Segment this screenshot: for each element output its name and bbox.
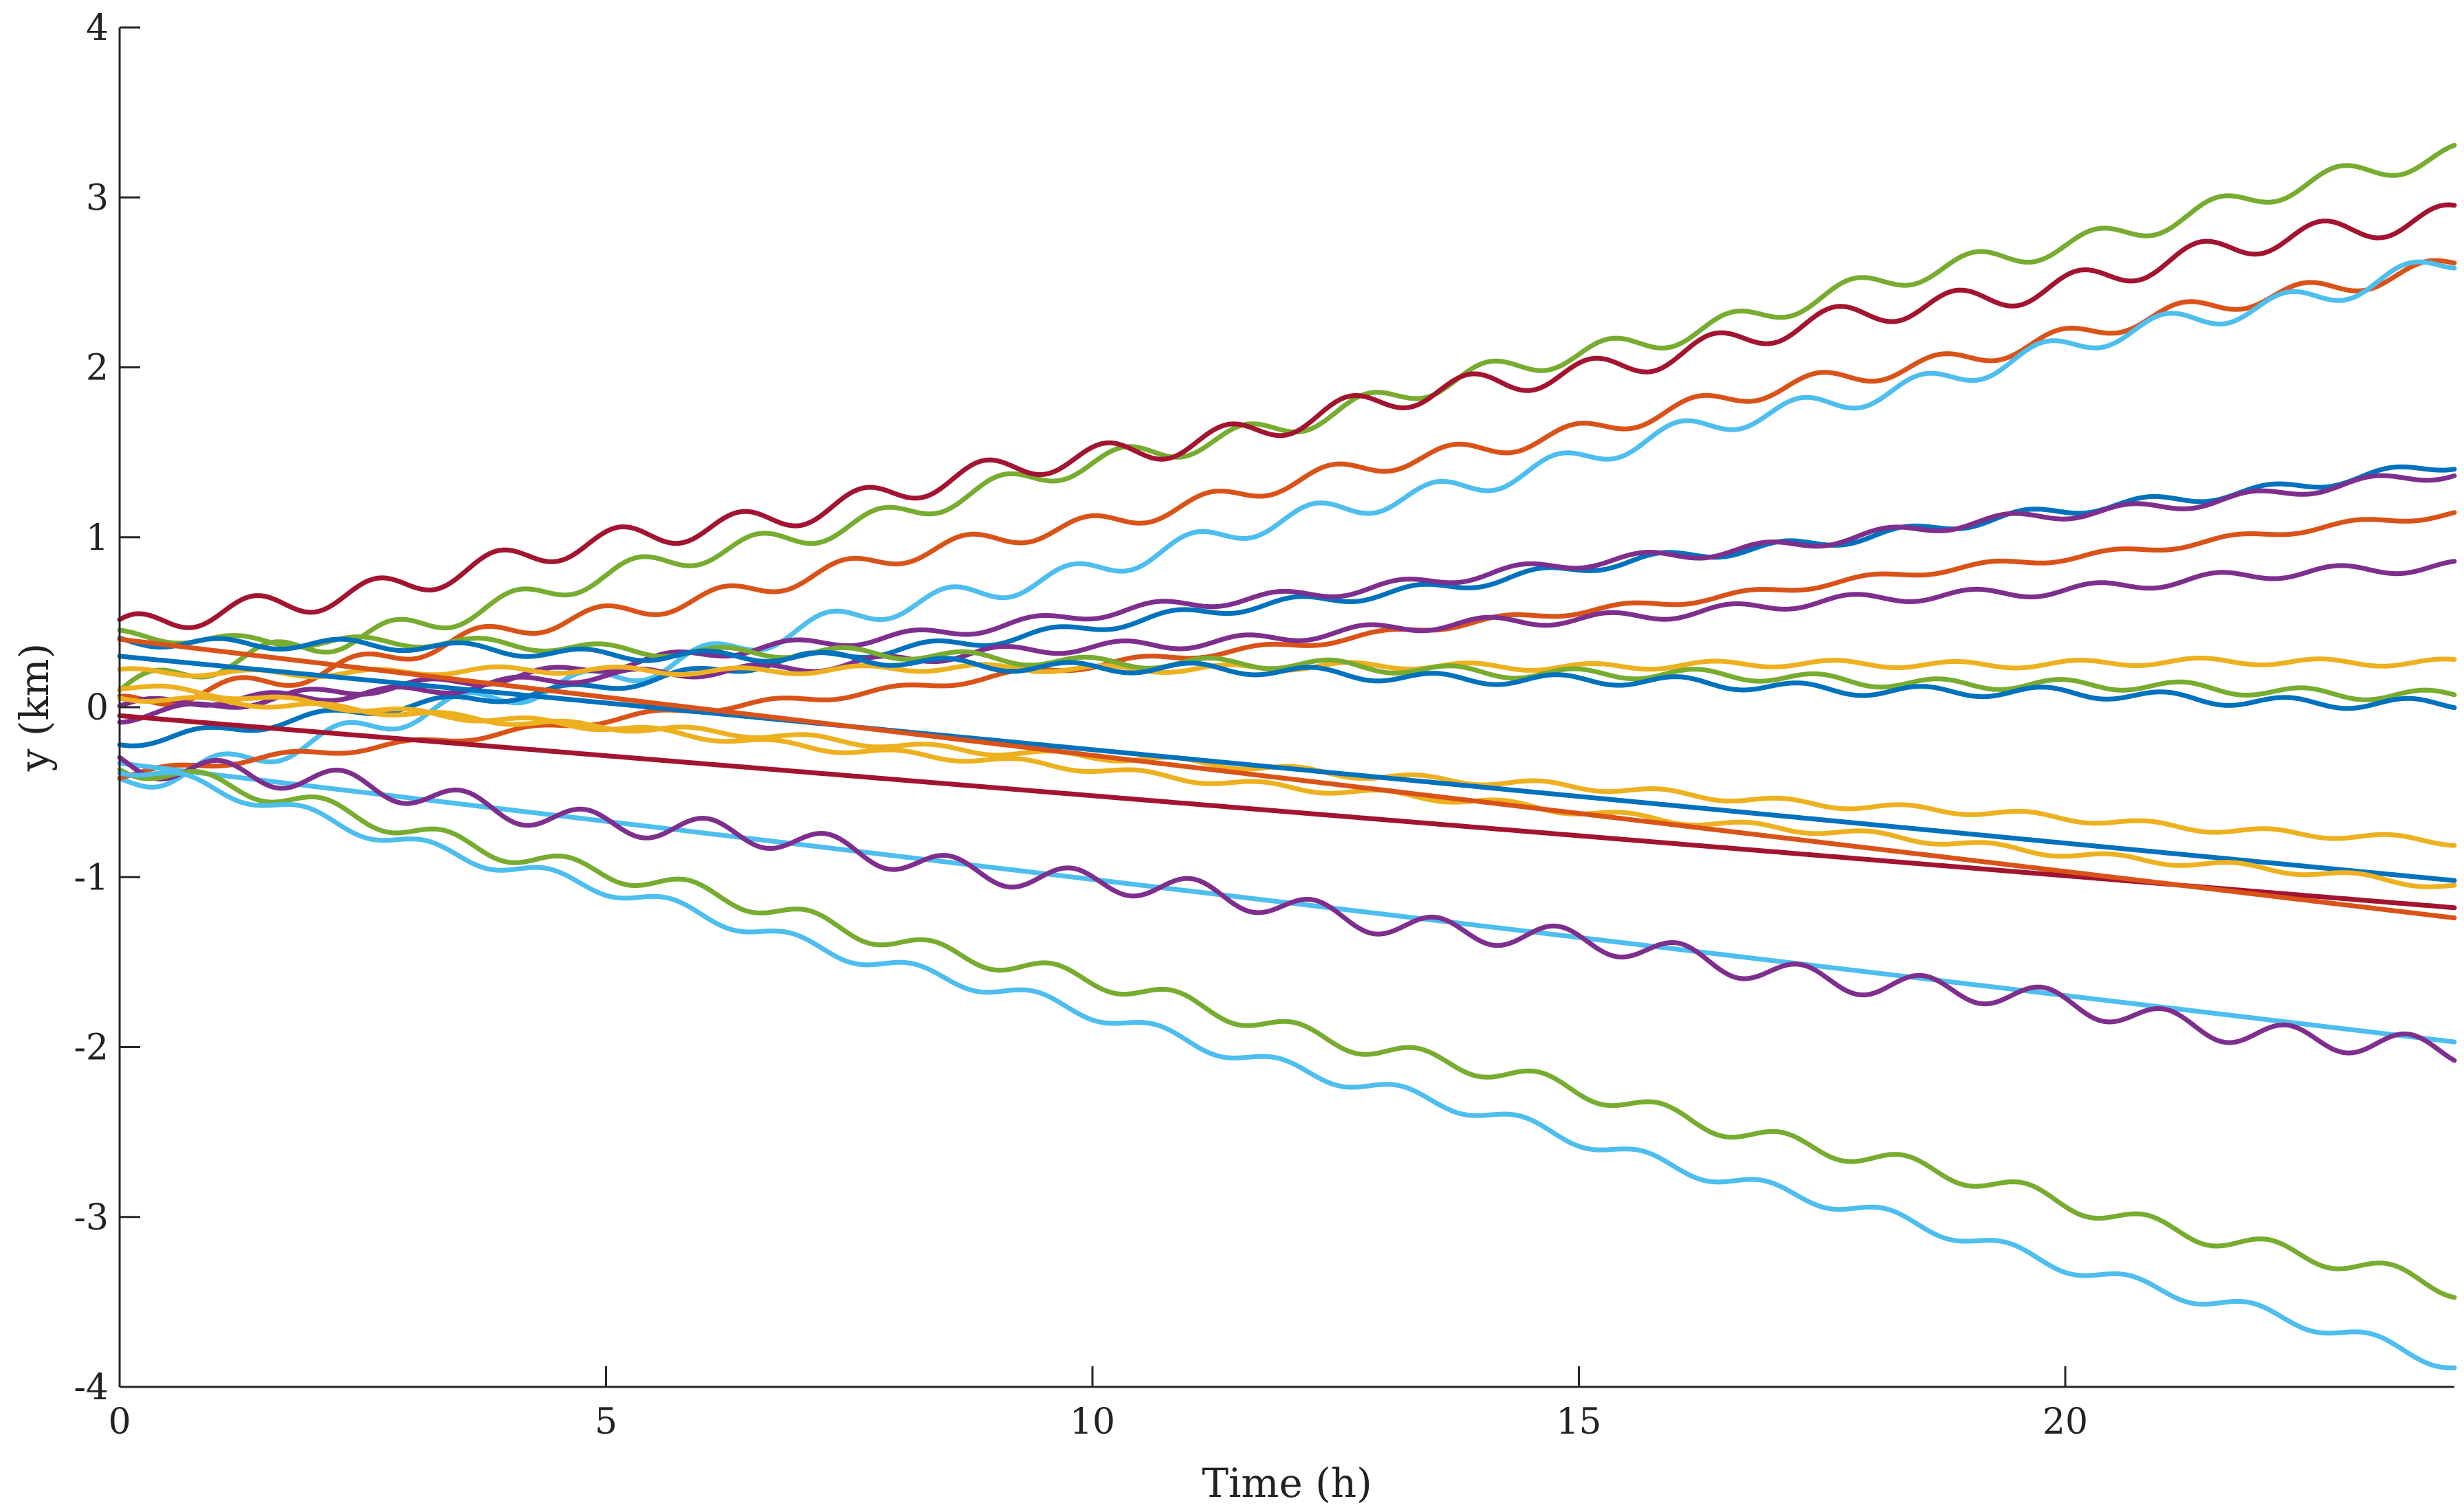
series-line-blue-flat	[117, 636, 2457, 711]
y-tick-label: -3	[74, 1197, 109, 1238]
series-line-green-flat	[117, 627, 2457, 702]
x-tick-label: 20	[2043, 1401, 2088, 1443]
x-tick-label: 5	[595, 1401, 617, 1443]
y-tick-label: 0	[86, 687, 109, 729]
series-line-darkred-top	[117, 202, 2457, 630]
series-line-purple-mid	[117, 559, 2457, 709]
series-line-orange-d	[117, 636, 2457, 921]
y-tick-label: -2	[74, 1027, 109, 1069]
y-tick-label: 2	[86, 348, 109, 389]
axes	[118, 27, 2454, 1388]
y-tick-label: 4	[86, 8, 109, 49]
y-axis-label: y (km)	[11, 643, 58, 772]
series-line-orange-top	[117, 258, 2457, 707]
y-tick-label: 3	[86, 177, 109, 219]
series-line-yellow-d2	[117, 683, 2457, 889]
series-line-purple-down	[117, 755, 2457, 1063]
series-line-green-down	[117, 767, 2457, 1300]
y-tick-label: -1	[74, 857, 109, 898]
series-line-blue-up	[117, 464, 2457, 748]
series-line-cyan-down	[117, 770, 2457, 1370]
x-axis-label: Time (h)	[1202, 1460, 1372, 1507]
y-tick-label: -4	[74, 1367, 109, 1408]
series-line-darkred-d	[117, 713, 2457, 911]
x-tick-label: 10	[1070, 1401, 1115, 1443]
series-line-orange-up	[117, 510, 2457, 781]
series-line-blue-down	[117, 654, 2457, 883]
x-tick-label: 0	[108, 1401, 131, 1443]
series-line-green-top	[117, 142, 2457, 693]
series-layer	[117, 142, 2457, 1370]
ticks: 0 5 10 15 20 -4 -3 -2 -1 0 1 2 3 4	[74, 8, 2088, 1443]
x-tick-label: 15	[1556, 1401, 1601, 1443]
y-tick-label: 1	[86, 518, 109, 559]
series-line-cyan-top	[117, 259, 2457, 790]
